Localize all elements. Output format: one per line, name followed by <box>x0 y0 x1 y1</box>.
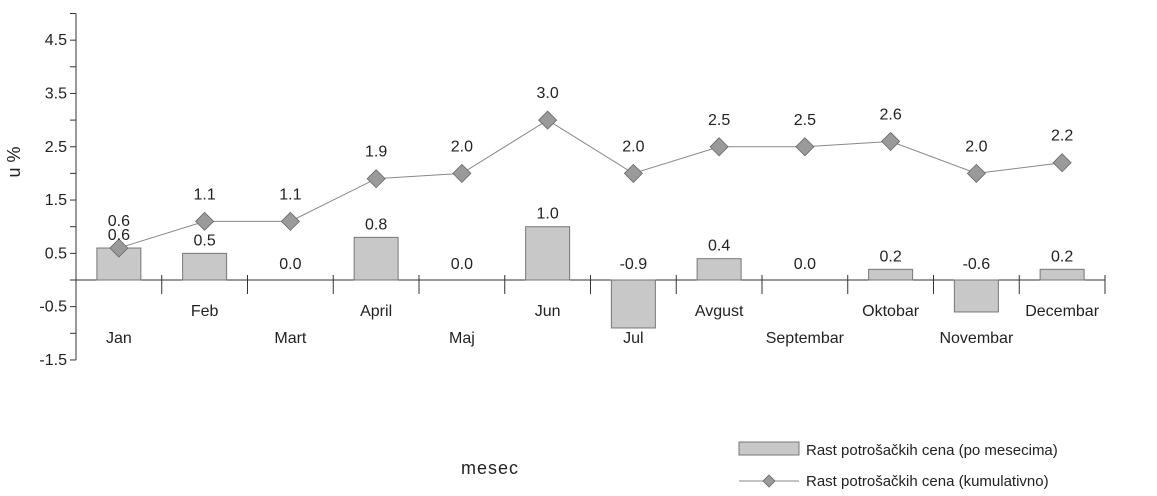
x-tick-label: Oktobar <box>862 303 920 320</box>
legend-line-marker <box>762 474 776 488</box>
bar-data-label: 0.8 <box>365 216 387 233</box>
x-tick-label: Jul <box>623 330 643 347</box>
bar-data-label: -0.9 <box>620 256 648 273</box>
line-series <box>109 110 1072 258</box>
x-tick-label: Jan <box>106 330 132 347</box>
bar-data-label: -0.6 <box>963 256 991 273</box>
bar-jul <box>610 279 656 329</box>
bar-decembar <box>1039 268 1085 281</box>
x-tick-label: Novembar <box>939 330 1013 347</box>
y-tick-label: 3.5 <box>45 85 67 102</box>
line-marker-mart <box>280 211 300 231</box>
bar-oktobar <box>868 268 914 281</box>
line-marker-septembar <box>795 137 815 157</box>
bar-data-label: 0.0 <box>794 256 816 273</box>
cumulative-line <box>118 119 1063 249</box>
legend: Rast potrošačkih cena (po mesecima) Rast… <box>738 441 1058 490</box>
line-data-label: 2.0 <box>622 138 644 155</box>
x-tick-label: Mart <box>274 330 307 347</box>
line-data-label: 2.0 <box>451 138 473 155</box>
legend-bar-label: Rast potrošačkih cena (po mesecima) <box>806 442 1058 459</box>
x-tick-label: Decembar <box>1025 303 1099 320</box>
x-tick-label: April <box>360 303 392 320</box>
bar-april <box>353 236 399 281</box>
line-data-label: 2.5 <box>794 112 816 129</box>
legend-bar-swatch <box>738 441 800 456</box>
line-marker-maj <box>452 163 472 183</box>
bar-series <box>96 226 1085 329</box>
bar-data-label: 0.5 <box>194 232 216 249</box>
line-data-label: 2.2 <box>1051 128 1073 145</box>
y-tick-label: 0.5 <box>45 245 67 262</box>
line-data-label: 1.9 <box>365 144 387 161</box>
x-axis-title: mesec <box>461 458 519 478</box>
bar-data-labels: 0.6 0.5 0.0 0.8 0.0 1.0 -0.9 0.4 0.0 0.2 -0.6 0.2 <box>108 206 1074 273</box>
line-marker-avgust <box>709 137 729 157</box>
y-tick-label: -0.5 <box>39 299 67 316</box>
line-data-labels: 0.6 1.1 1.1 1.9 2.0 3.0 2.0 2.5 2.5 2.6 2.0 2.2 <box>108 85 1074 230</box>
bar-data-label: 0.0 <box>279 256 301 273</box>
x-tick-label: Septembar <box>766 330 845 347</box>
y-tick-label: -1.5 <box>39 352 67 369</box>
line-marker-decembar <box>1052 153 1072 173</box>
line-marker-april <box>366 169 386 189</box>
line-marker-jan <box>109 238 129 258</box>
category-labels: Jan Feb Mart April Maj Jun Jul Avgust Septembar O… <box>106 303 1100 347</box>
bar-feb <box>182 252 228 281</box>
line-data-label: 2.6 <box>880 106 902 123</box>
x-tick-label: Feb <box>191 303 219 320</box>
y-axis-title: u % <box>4 146 24 177</box>
line-marker-oktobar <box>881 131 901 151</box>
bar-data-label: 0.2 <box>880 248 902 265</box>
line-marker-novembar <box>966 163 986 183</box>
x-tick-label: Maj <box>449 330 475 347</box>
line-marker-jul <box>623 163 643 183</box>
line-data-label: 3.0 <box>537 85 559 102</box>
x-tick-label: Jun <box>535 303 561 320</box>
line-data-label: 1.1 <box>279 186 301 203</box>
bar-novembar <box>953 279 999 313</box>
line-data-label: 0.6 <box>108 213 130 230</box>
y-tick-label: 1.5 <box>45 192 67 209</box>
y-ticks: 4.5 3.5 2.5 1.5 0.5 -0.5 -1.5 <box>39 32 67 369</box>
line-marker-feb <box>195 211 215 231</box>
bar-avgust <box>696 258 742 281</box>
y-tick-label: 4.5 <box>45 32 67 49</box>
bar-data-label: 0.6 <box>108 227 130 244</box>
axes <box>70 13 1106 361</box>
y-tick-label: 2.5 <box>45 139 67 156</box>
line-data-label: 2.0 <box>965 138 987 155</box>
x-tick-label: Avgust <box>695 303 744 320</box>
bar-data-label: 0.2 <box>1051 248 1073 265</box>
line-marker-jun <box>538 110 558 130</box>
bar-data-label: 1.0 <box>537 206 559 223</box>
bar-jun <box>525 226 571 281</box>
line-data-label: 2.5 <box>708 112 730 129</box>
line-data-label: 1.1 <box>194 186 216 203</box>
legend-line-label: Rast potrošačkih cena (kumulativno) <box>806 473 1049 490</box>
bar-data-label: 0.4 <box>708 238 730 255</box>
bar-data-label: 0.0 <box>451 256 473 273</box>
